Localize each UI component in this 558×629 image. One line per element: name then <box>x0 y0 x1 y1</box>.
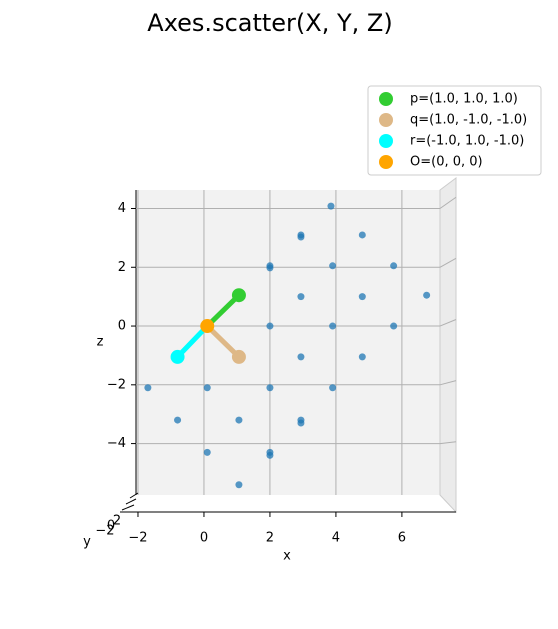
z-tick-label: −2 <box>107 377 126 392</box>
point <box>174 416 182 424</box>
point <box>266 384 274 392</box>
back-pane <box>136 190 440 495</box>
y-tick <box>125 498 137 505</box>
legend-marker <box>379 113 393 127</box>
vector-point <box>200 319 215 334</box>
vector-point <box>170 349 185 364</box>
point <box>144 384 152 392</box>
x-tick-label: −2 <box>128 531 147 546</box>
vector-point <box>231 349 246 364</box>
grid-line <box>439 319 457 327</box>
point <box>297 419 305 427</box>
point <box>390 262 398 270</box>
y-axis-label: y <box>83 535 91 550</box>
legend-label: O=(0, 0, 0) <box>410 155 483 170</box>
chart-title: Axes.scatter(X, Y, Z) <box>147 9 392 37</box>
x-tick-label: 6 <box>398 531 406 546</box>
point <box>329 384 337 392</box>
vector <box>175 324 210 359</box>
legend-marker <box>379 155 393 169</box>
y-tick-label: −2 <box>95 524 114 539</box>
point <box>358 293 366 301</box>
point <box>266 451 274 459</box>
z-tick-label: 2 <box>118 260 126 275</box>
point <box>203 448 211 456</box>
legend-marker <box>379 92 393 106</box>
y-tick <box>129 492 139 499</box>
z-tick-label: −4 <box>107 436 126 451</box>
x-tick-label: 2 <box>266 531 274 546</box>
point <box>329 322 337 330</box>
z-tick-label: 4 <box>118 201 126 216</box>
legend-marker <box>379 134 393 148</box>
point <box>235 481 243 489</box>
z-tick-label: 0 <box>118 319 126 334</box>
point <box>390 322 398 330</box>
grid-line <box>439 257 457 268</box>
grid-line <box>439 196 457 209</box>
grid-line <box>439 441 457 445</box>
point <box>358 353 366 361</box>
point <box>423 291 431 299</box>
point <box>297 353 305 361</box>
point <box>266 264 274 272</box>
legend-label: p=(1.0, 1.0, 1.0) <box>410 92 518 107</box>
vector-point <box>231 288 246 303</box>
point <box>358 231 366 239</box>
y-tick-label: 0 <box>107 519 115 534</box>
x-tick-label: 4 <box>332 531 340 546</box>
x-tick-label: 0 <box>200 531 208 546</box>
y-tick <box>121 504 135 511</box>
legend-label: r=(-1.0, 1.0, -1.0) <box>410 134 524 149</box>
point <box>329 262 337 270</box>
point <box>327 202 335 210</box>
legend-label: q=(1.0, -1.0, -1.0) <box>410 113 527 128</box>
grid-line <box>439 380 457 386</box>
point <box>297 293 305 301</box>
legend-box <box>367 85 542 176</box>
point <box>266 322 274 330</box>
side-pane <box>439 177 457 514</box>
point <box>297 233 305 241</box>
z-axis-label: z <box>97 335 104 350</box>
vector <box>205 293 241 328</box>
vector <box>205 324 241 359</box>
x-axis-label: x <box>283 549 291 564</box>
y-tick-label: 2 <box>113 514 121 529</box>
point <box>203 384 211 392</box>
point <box>235 416 243 424</box>
